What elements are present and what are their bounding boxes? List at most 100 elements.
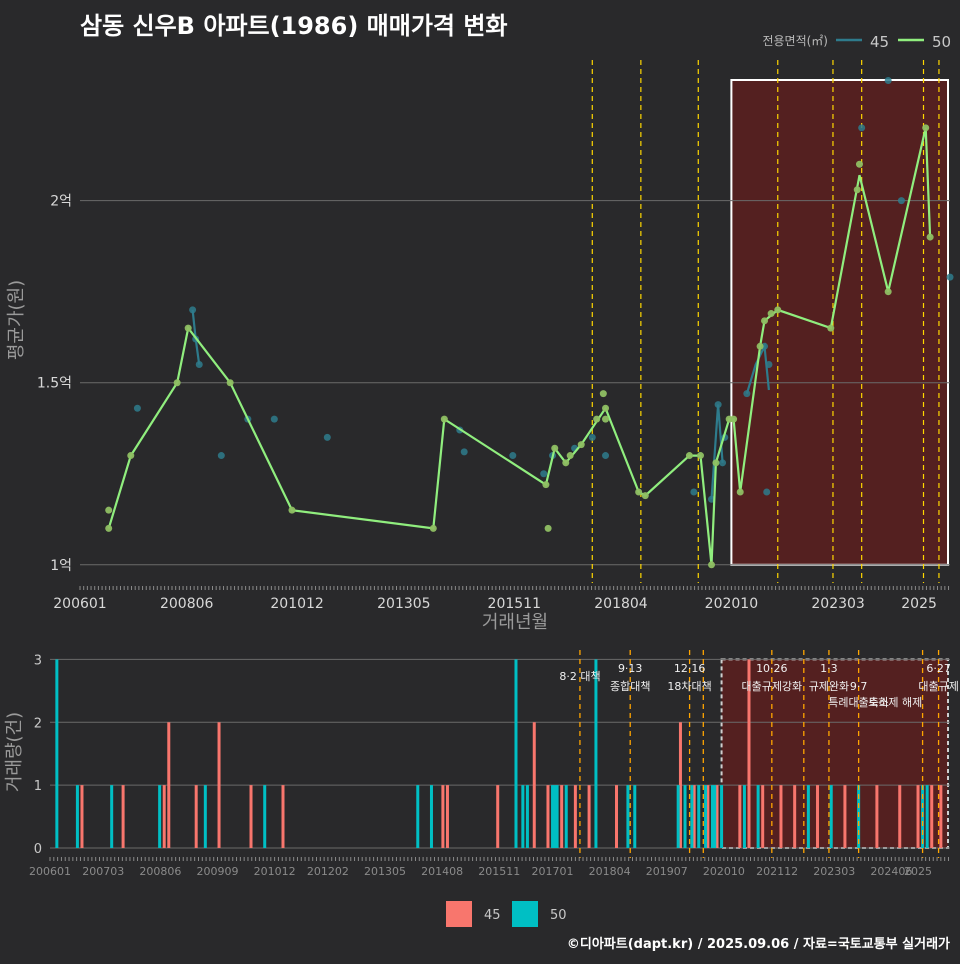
price-y-tick-label: 1.5억 xyxy=(37,376,72,392)
volume-bar-45 xyxy=(747,659,751,848)
volume-x-tick-label: 202112 xyxy=(756,865,798,878)
series-45-point xyxy=(946,273,954,281)
source-footer: ©디아파트(dapt.kr) / 2025.09.06 / 자료=국토교통부 실… xyxy=(566,937,950,952)
policy-annotation: 종합대책 xyxy=(610,680,650,693)
volume-bar-45 xyxy=(843,785,847,848)
volume-bar-50 xyxy=(633,785,637,848)
policy-annotation: 특례대출축소 xyxy=(828,696,889,709)
volume-bar-50 xyxy=(429,785,433,848)
volume-bar-50 xyxy=(55,659,59,848)
legend-vol-50-label: 50 xyxy=(550,908,567,923)
volume-bar-45 xyxy=(875,785,879,848)
volume-bar-45 xyxy=(445,785,449,848)
legend-45-label: 45 xyxy=(870,33,889,51)
series-50-point xyxy=(827,324,835,332)
volume-x-tick-label: 200806 xyxy=(139,865,181,878)
series-50-point xyxy=(562,459,570,467)
volume-x-tick-label: 201701 xyxy=(532,865,574,878)
series-50-point xyxy=(884,288,892,296)
volume-bar-45 xyxy=(614,785,618,848)
series-45-point xyxy=(323,433,331,441)
volume-bar-45 xyxy=(706,785,710,848)
series-50-point xyxy=(635,488,643,496)
series-50-point xyxy=(712,459,720,467)
volume-bar-50 xyxy=(704,785,708,848)
series-50-point xyxy=(641,492,649,500)
price-x-tick-label: 2025 xyxy=(901,596,937,612)
volume-x-tick-label: 200909 xyxy=(197,865,239,878)
series-50-point xyxy=(602,404,610,412)
volume-x-tick-label: 201202 xyxy=(307,865,349,878)
volume-bar-50 xyxy=(203,785,207,848)
volume-bar-50 xyxy=(514,659,518,848)
volume-bar-50 xyxy=(690,785,694,848)
volume-y-axis-title: 거래량(건) xyxy=(4,712,25,792)
policy-annotation: 12·16 xyxy=(674,662,706,675)
volume-bar-45 xyxy=(194,785,198,848)
policy-annotation: 대출규제강화 xyxy=(741,680,802,693)
price-legend-title: 전용면적(㎡) xyxy=(762,34,828,48)
series-45-point xyxy=(189,306,197,314)
volume-bar-50 xyxy=(756,785,760,848)
series-50-point xyxy=(774,306,782,314)
policy-annotation: 8·2 대책 xyxy=(559,670,600,683)
volume-x-tick-label: 200703 xyxy=(82,865,124,878)
series-50-point xyxy=(708,561,716,569)
series-50-point xyxy=(551,444,559,452)
volume-bar-50 xyxy=(525,785,529,848)
price-x-tick-label: 201305 xyxy=(377,596,430,612)
series-45-point xyxy=(719,459,727,467)
volume-bar-50 xyxy=(720,785,724,848)
series-50-point xyxy=(105,506,113,514)
policy-annotation: 9·13 xyxy=(618,662,643,675)
policy-annotation: 1·3 xyxy=(820,662,838,675)
volume-bar-50 xyxy=(564,785,568,848)
volume-bar-50 xyxy=(713,785,717,848)
series-50-point xyxy=(853,186,861,194)
series-50-point xyxy=(544,524,552,532)
volume-bar-45 xyxy=(167,722,171,848)
volume-bar-50 xyxy=(75,785,79,848)
series-50-point xyxy=(696,452,704,460)
volume-bar-45 xyxy=(898,785,902,848)
volume-y-tick-label: 2 xyxy=(34,716,42,731)
legend-vol-45-label: 45 xyxy=(484,908,501,923)
volume-bar-45 xyxy=(249,785,253,848)
series-45-point xyxy=(270,415,278,423)
volume-bar-45 xyxy=(738,785,742,848)
volume-bar-50 xyxy=(626,785,630,848)
series-50-point xyxy=(566,452,574,460)
volume-bar-50 xyxy=(594,659,598,848)
series-45-point xyxy=(897,197,905,205)
price-x-tick-label: 202303 xyxy=(811,596,864,612)
series-50-point xyxy=(602,415,610,423)
series-45-point xyxy=(460,448,468,456)
price-x-tick-label: 200806 xyxy=(160,596,214,612)
volume-x-tick-label: 201907 xyxy=(646,865,688,878)
series-50-point xyxy=(184,324,192,332)
series-45-point xyxy=(588,433,596,441)
series-50-point xyxy=(756,342,764,350)
volume-bar-50 xyxy=(263,785,267,848)
series-45-point xyxy=(133,404,141,412)
price-y-axis-title: 평균가(원) xyxy=(6,280,27,360)
price-x-tick-label: 202010 xyxy=(705,596,758,612)
series-50-line xyxy=(107,127,932,565)
volume-bar-45 xyxy=(573,785,577,848)
volume-bar-50 xyxy=(551,785,555,848)
series-45-point xyxy=(743,390,751,398)
volume-bar-50 xyxy=(697,785,701,848)
volume-x-tick-label: 2025 xyxy=(904,865,932,878)
volume-bar-45 xyxy=(939,785,943,848)
volume-bar-50 xyxy=(110,785,114,848)
volume-bar-45 xyxy=(560,785,564,848)
series-50-point xyxy=(736,488,744,496)
volume-y-tick-label: 1 xyxy=(34,779,42,794)
policy-annotation: 토허제 해제 xyxy=(868,695,922,709)
series-50-point xyxy=(288,506,296,514)
volume-bar-45 xyxy=(80,785,84,848)
price-x-tick-label: 201012 xyxy=(270,596,323,612)
volume-bar-45 xyxy=(441,785,445,848)
price-x-tick-label: 200601 xyxy=(53,596,106,612)
